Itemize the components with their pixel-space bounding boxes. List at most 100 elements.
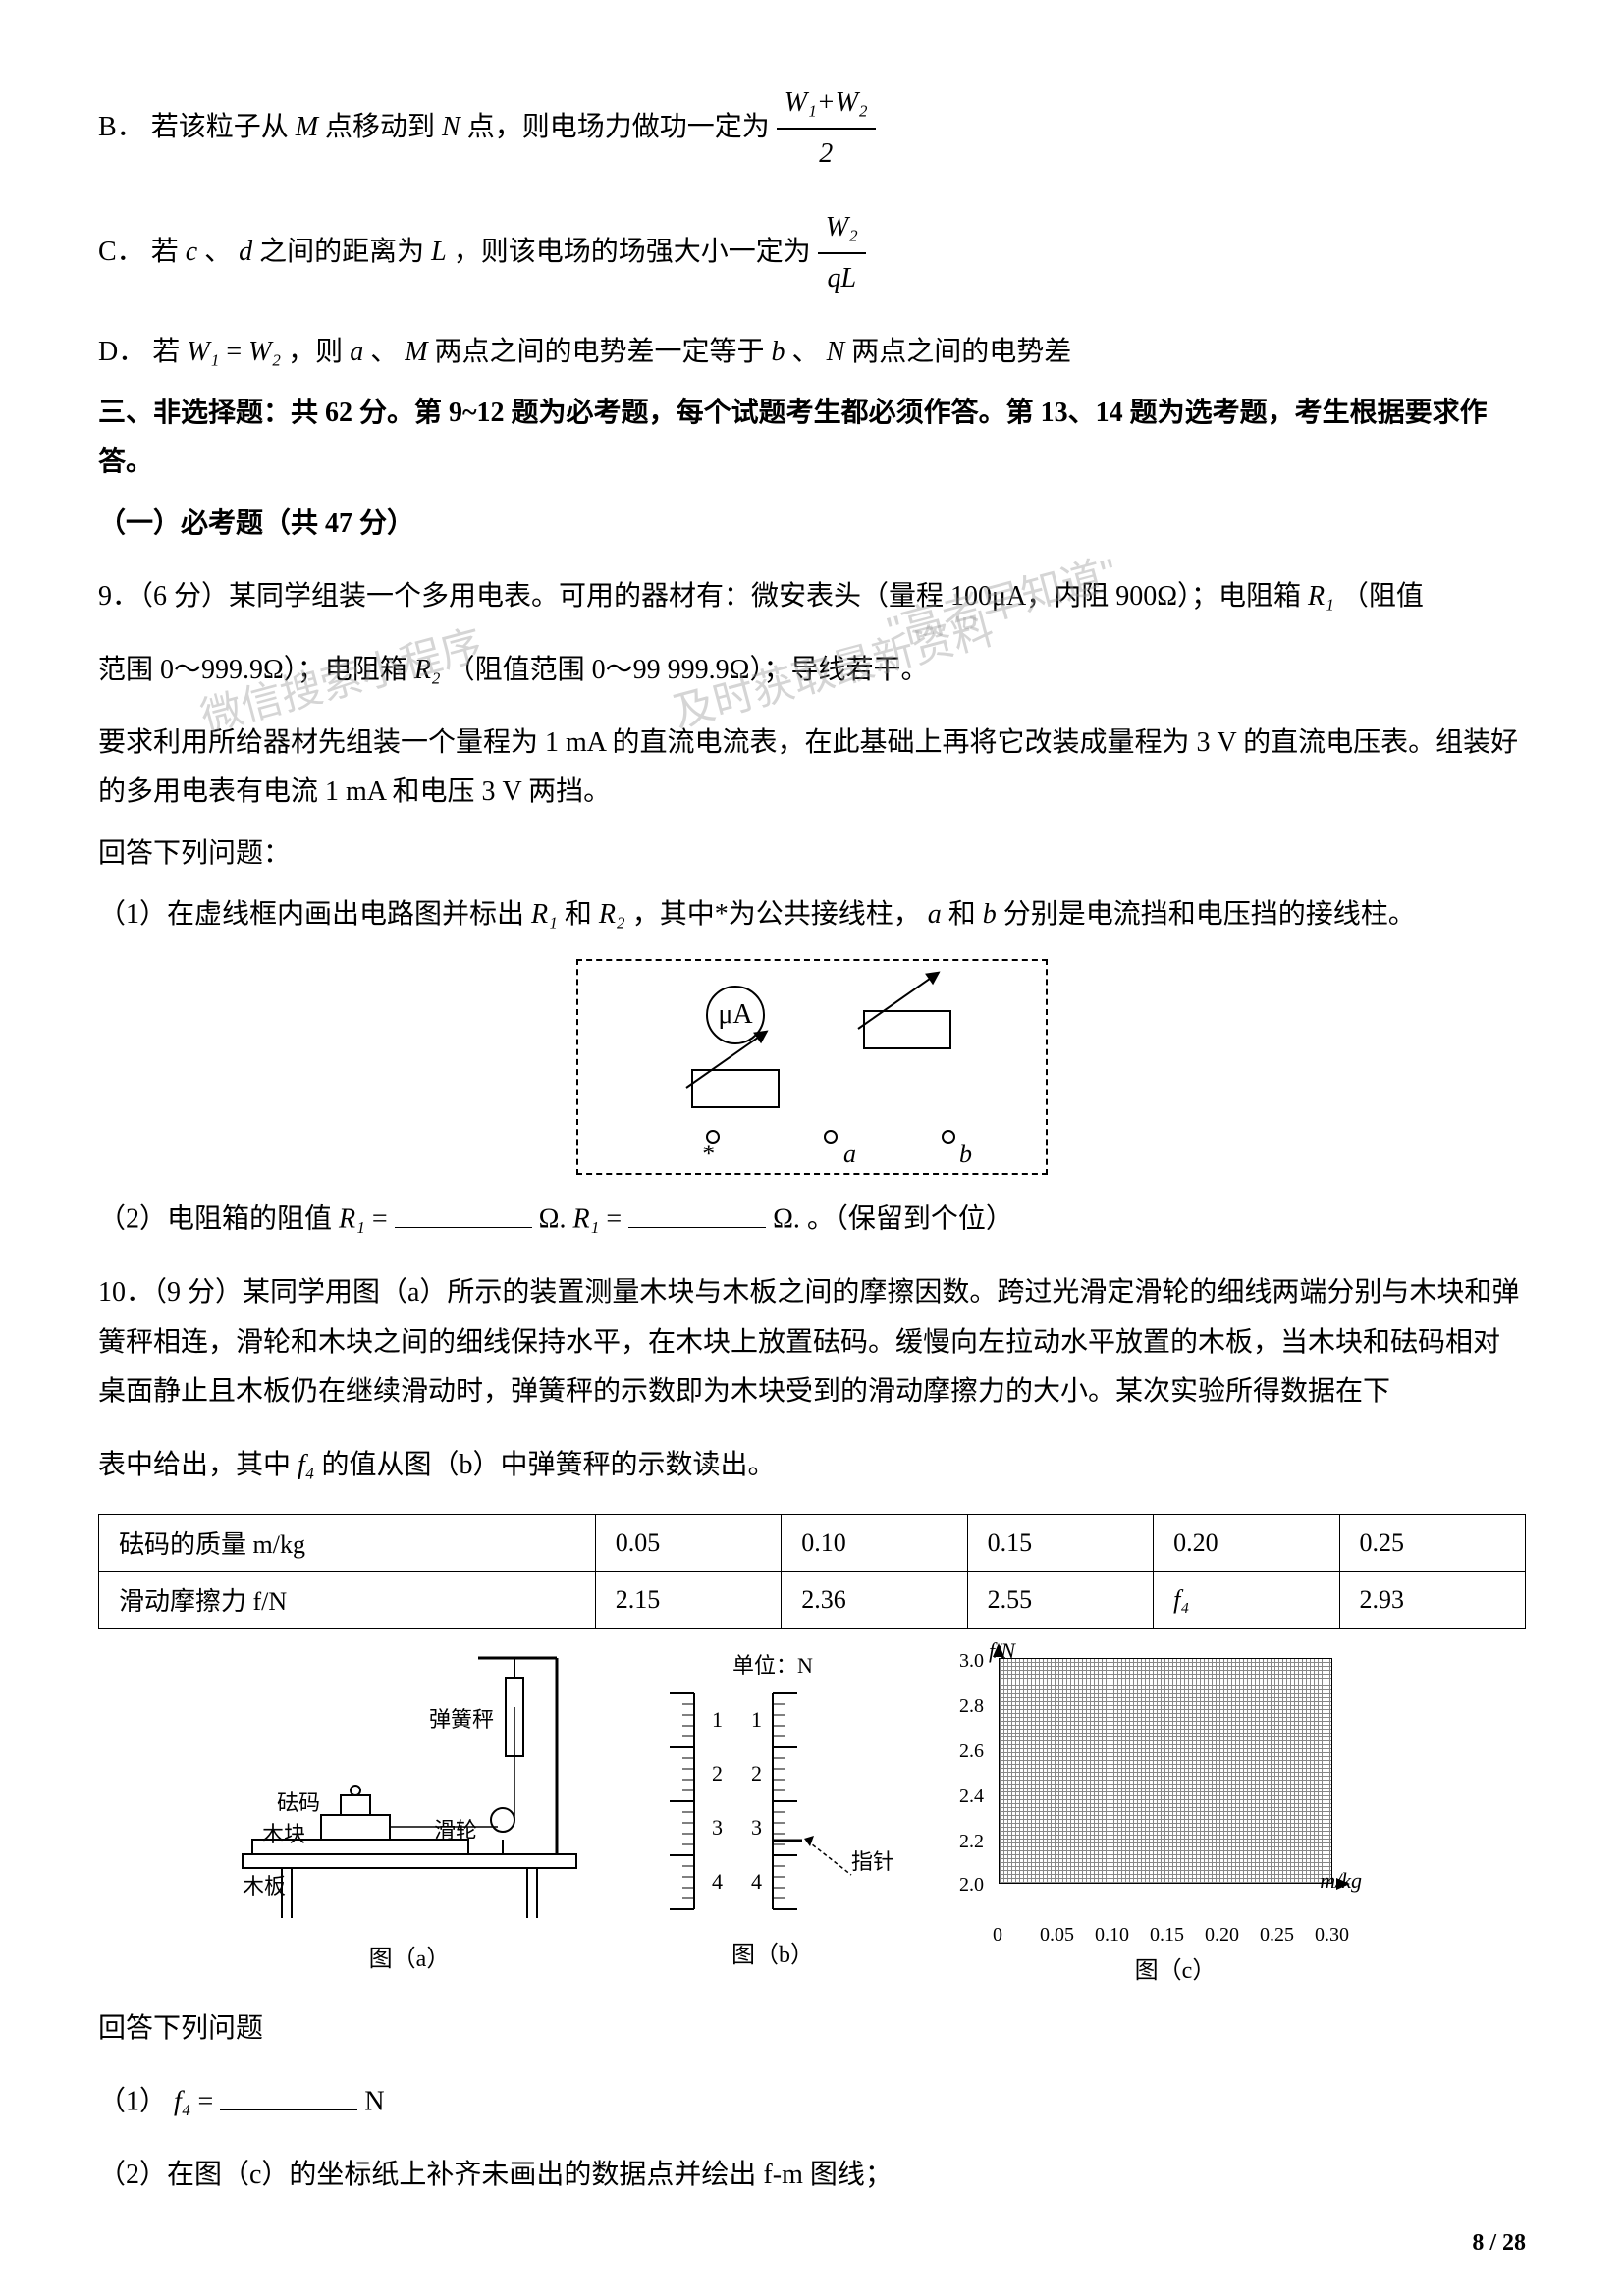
q9-blank-1 bbox=[395, 1195, 532, 1228]
terminal-3 bbox=[942, 1130, 955, 1144]
q9-sub1-a: a bbox=[928, 899, 942, 930]
option-b: B． 若该粒子从 M 点移动到 N 点，则电场力做功一定为 W₁+W₂ 2 bbox=[98, 79, 1526, 180]
q9-r1: R₁ bbox=[1308, 581, 1334, 612]
q9-sub1-text: （1）在虚线框内画出电路图并标出 bbox=[98, 899, 531, 930]
q9-line2a: 范围 0～999.9Ω）；电阻箱 bbox=[98, 655, 414, 685]
x-tick-1: 0.05 bbox=[1040, 1924, 1074, 1947]
block-label: 木块 bbox=[262, 1817, 305, 1848]
fb-tick-4r: 4 bbox=[751, 1869, 762, 1895]
fb-tick-3l: 3 bbox=[712, 1815, 723, 1841]
x-tick-0: 0 bbox=[993, 1924, 1002, 1947]
option-c-sep1: 、 bbox=[204, 237, 232, 267]
option-b-m: M bbox=[296, 112, 318, 142]
q10-sub1-label: （1） bbox=[98, 2087, 167, 2117]
figure-c: f/N m/kg 3.0 2.8 2.6 2.4 2.2 2.0 0 0.05 … bbox=[949, 1648, 1401, 1985]
q9-blank-2 bbox=[628, 1195, 766, 1228]
q10-sub1-blank bbox=[220, 2077, 357, 2110]
q9-intro-text: 9．（6 分）某同学组装一个多用电表。可用的器材有：微安表头（量程 100μA，… bbox=[98, 581, 1308, 612]
y-tick-5: 2.0 bbox=[959, 1874, 984, 1896]
q9-sub2-keep: 。（保留到个位） bbox=[807, 1204, 1013, 1235]
dashed-box: μA * a b bbox=[576, 959, 1048, 1175]
section3-title: 三、非选择题：共 62 分。第 9~12 题为必考题，每个试题考生都必须作答。第… bbox=[98, 389, 1526, 488]
option-b-num: W₁+W₂ bbox=[777, 79, 876, 130]
table-row1-4: 2.93 bbox=[1339, 1572, 1525, 1629]
y-tick-1: 2.8 bbox=[959, 1695, 984, 1718]
figure-a: 弹簧秤 砝码 木块 滑轮 木板 图（a） bbox=[223, 1648, 596, 1973]
option-b-n: N bbox=[442, 112, 460, 142]
x-axis-title: m/kg bbox=[1320, 1868, 1362, 1894]
option-d-a: a bbox=[350, 337, 363, 367]
table-row1-3: f₄ bbox=[1154, 1572, 1339, 1629]
pointer-label: 指针 bbox=[851, 1844, 894, 1876]
option-c-l: L bbox=[431, 237, 447, 267]
table-header-5: 0.25 bbox=[1339, 1515, 1525, 1572]
option-c-num: W₂ bbox=[818, 203, 866, 254]
fb-tick-1l: 1 bbox=[712, 1707, 723, 1733]
option-b-text3: 点，则电场力做功一定为 bbox=[467, 112, 770, 142]
option-d-sep2: 、 bbox=[792, 337, 820, 367]
option-d-eq: = bbox=[226, 337, 242, 367]
q10-sub2: （2）在图（c）的坐标纸上补齐未画出的数据点并绘出 f-m 图线； bbox=[98, 2151, 1526, 2200]
q10-answer-prompt: 回答下列问题 bbox=[98, 2004, 1526, 2054]
option-c-fraction: W₂ qL bbox=[818, 203, 866, 304]
y-tick-4: 2.2 bbox=[959, 1831, 984, 1853]
option-b-text2: 点移动到 bbox=[325, 112, 435, 142]
q9-sub2: （2）电阻箱的阻值 R₁ = Ω. R₁ = Ω. 。（保留到个位） bbox=[98, 1195, 1526, 1245]
option-c-d: d bbox=[239, 237, 252, 267]
option-c-text3: ，则该电场的场强大小一定为 bbox=[454, 237, 811, 267]
figure-b-svg bbox=[635, 1683, 910, 1919]
terminal-a-label: a bbox=[843, 1140, 856, 1169]
pulley-label: 滑轮 bbox=[434, 1813, 477, 1844]
table-header-3: 0.15 bbox=[967, 1515, 1153, 1572]
figure-row: 弹簧秤 砝码 木块 滑轮 木板 图（a） 单位：N bbox=[98, 1648, 1526, 1985]
q10-sub1: （1） f₄ = N bbox=[98, 2077, 1526, 2127]
figure-b-unit: 单位：N bbox=[635, 1648, 910, 1680]
option-d-text3: 两点之间的电势差一定等于 bbox=[435, 337, 765, 367]
option-d-n: N bbox=[827, 337, 845, 367]
option-d-w1: W₁ bbox=[187, 337, 219, 367]
option-c-label: C． bbox=[98, 237, 144, 267]
y-tick-0: 3.0 bbox=[959, 1650, 984, 1673]
meter-label: μA bbox=[718, 999, 752, 1031]
figure-c-caption: 图（c） bbox=[949, 1950, 1401, 1985]
q9-sub1: （1）在虚线框内画出电路图并标出 R₁ 和 R₂ ，其中*为公共接线柱， a 和… bbox=[98, 890, 1526, 939]
q9-intro: 9．（6 分）某同学组装一个多用电表。可用的器材有：微安表头（量程 100μA，… bbox=[98, 572, 1526, 621]
option-d: D． 若 W₁ = W₂ ，则 a 、 M 两点之间的电势差一定等于 b 、 N… bbox=[98, 328, 1526, 377]
terminal-star-label: * bbox=[701, 1140, 714, 1169]
table-row1-1: 2.36 bbox=[782, 1572, 967, 1629]
grid-chart: f/N m/kg 3.0 2.8 2.6 2.4 2.2 2.0 0 0.05 … bbox=[949, 1648, 1342, 1923]
figure-b-caption: 图（b） bbox=[635, 1935, 910, 1969]
q9-sub1-r1: R₁ bbox=[531, 899, 558, 930]
q9-sub1-end: ，其中*为公共接线柱， bbox=[632, 899, 921, 930]
option-d-label: D． bbox=[98, 337, 145, 367]
section3-subtitle: （一）必考题（共 47 分） bbox=[98, 500, 1526, 549]
terminal-2 bbox=[824, 1130, 838, 1144]
table-row1-0: 2.15 bbox=[595, 1572, 781, 1629]
q9-sub2-r1: R₁ bbox=[339, 1204, 365, 1235]
data-table: 砝码的质量 m/kg 0.05 0.10 0.15 0.20 0.25 滑动摩擦… bbox=[98, 1514, 1526, 1629]
x-tick-6: 0.30 bbox=[1315, 1924, 1349, 1947]
fb-tick-1r: 1 bbox=[751, 1707, 762, 1733]
y-tick-2: 2.6 bbox=[959, 1740, 984, 1763]
chart-grid bbox=[999, 1658, 1332, 1884]
q9-sub2-eq2: = bbox=[606, 1204, 628, 1235]
option-b-label: B． bbox=[98, 112, 144, 142]
q9-sub1-and: 和 bbox=[948, 899, 983, 930]
q9-intro2: （阻值 bbox=[1341, 581, 1424, 612]
option-d-w2: W₂ bbox=[248, 337, 281, 367]
weight-label: 砝码 bbox=[277, 1786, 320, 1817]
q10-intro: 10．（9 分）某同学用图（a）所示的装置测量木块与木板之间的摩擦因数。跨过光滑… bbox=[98, 1268, 1526, 1416]
option-d-sep1: 、 bbox=[370, 337, 398, 367]
fb-tick-4l: 4 bbox=[712, 1869, 723, 1895]
x-tick-4: 0.20 bbox=[1205, 1924, 1239, 1947]
figure-a-caption: 图（a） bbox=[223, 1939, 596, 1973]
q9-r2: R₂ bbox=[414, 655, 441, 685]
table-header-0: 砝码的质量 m/kg bbox=[99, 1515, 596, 1572]
table-header-4: 0.20 bbox=[1154, 1515, 1339, 1572]
option-d-text1: 若 bbox=[152, 337, 180, 367]
q10-line2b: 的值从图（b）中弹簧秤的示数读出。 bbox=[322, 1450, 776, 1480]
option-c-text2: 之间的距离为 bbox=[259, 237, 424, 267]
spring-label: 弹簧秤 bbox=[429, 1702, 494, 1734]
q10-sub1-eq: = bbox=[198, 2087, 221, 2117]
option-c: C． 若 c 、 d 之间的距离为 L ，则该电场的场强大小一定为 W₂ qL bbox=[98, 203, 1526, 304]
